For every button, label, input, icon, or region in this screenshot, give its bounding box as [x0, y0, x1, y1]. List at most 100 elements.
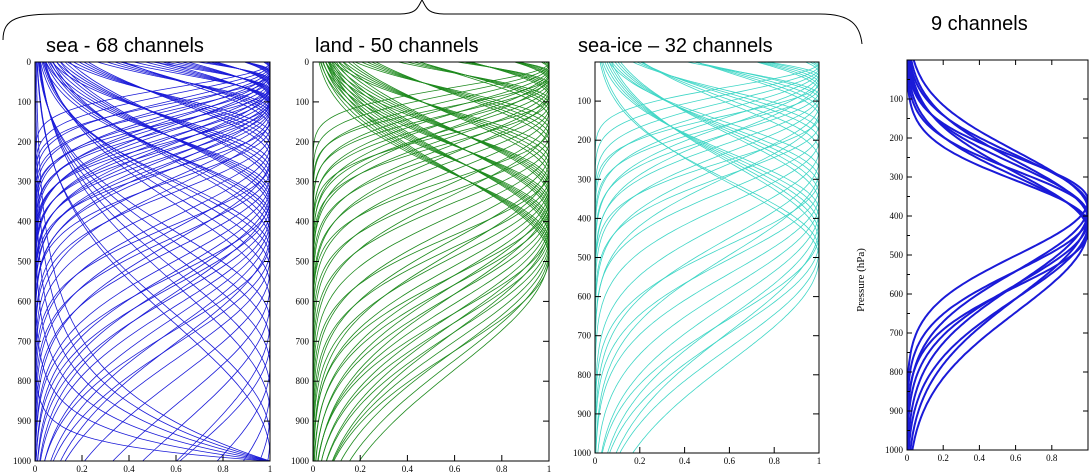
weighting-curve — [317, 62, 549, 461]
weighting-curve — [313, 62, 549, 461]
weighting-curve — [595, 62, 819, 453]
y-axis-title: Pressure (hPa) — [855, 248, 867, 312]
weighting-curve — [595, 62, 819, 453]
x-tick-label: 0 — [311, 464, 316, 474]
y-tick-label: 100 — [890, 94, 904, 104]
y-tick-label: 400 — [578, 213, 592, 223]
weighting-curve — [320, 62, 549, 461]
weighting-curve — [595, 62, 819, 453]
weighting-curve — [907, 60, 1088, 450]
weighting-curve — [313, 62, 549, 461]
weighting-curve — [313, 62, 549, 461]
weighting-curve — [595, 62, 819, 453]
weighting-curve — [313, 62, 549, 461]
weighting-curve — [47, 62, 270, 461]
y-tick-label: 300 — [578, 174, 592, 184]
weighting-curve — [35, 62, 270, 461]
y-tick-label: 200 — [578, 135, 592, 145]
weighting-curve — [313, 62, 549, 461]
y-tick-label: 700 — [18, 336, 32, 346]
weighting-curve — [35, 62, 270, 461]
weighting-curve — [313, 62, 549, 461]
x-tick-label: 0.6 — [170, 464, 182, 474]
weighting-curve — [35, 62, 270, 461]
y-tick-label: 100 — [578, 96, 592, 106]
y-tick-label: 600 — [296, 296, 310, 306]
panel-title-9-channels: 9 channels — [931, 13, 1028, 35]
weighting-curve — [35, 62, 270, 461]
y-tick-label: 0 — [27, 57, 32, 67]
weighting-curve — [35, 62, 270, 461]
weighting-curve — [313, 62, 549, 461]
weighting-curve — [35, 62, 270, 461]
weighting-curve — [907, 60, 1088, 450]
weighting-curve — [313, 62, 549, 461]
weighting-curve — [595, 62, 819, 453]
x-tick-label: 0.6 — [724, 456, 736, 466]
x-tick-label: 1 — [817, 456, 822, 466]
weighting-curve — [907, 60, 1088, 450]
x-tick-label: 0.6 — [449, 464, 461, 474]
weighting-curve — [597, 62, 819, 453]
weighting-curve — [313, 62, 549, 461]
y-tick-label: 600 — [578, 292, 592, 302]
weighting-curve — [595, 62, 819, 453]
y-tick-label: 1000 — [573, 448, 592, 458]
weighting-curve — [313, 62, 549, 461]
weighting-curve — [35, 62, 270, 461]
y-tick-label: 200 — [296, 137, 310, 147]
y-tick-label: 400 — [296, 217, 310, 227]
y-tick-label: 400 — [18, 217, 32, 227]
x-tick-label: 0.4 — [679, 456, 691, 466]
x-tick-label: 0.2 — [938, 453, 949, 463]
weighting-curve — [35, 62, 270, 461]
y-tick-label: 600 — [890, 289, 904, 299]
weighting-curve — [36, 62, 270, 461]
weighting-curve — [35, 62, 270, 461]
weighting-curve — [315, 62, 549, 461]
weighting-curve — [35, 62, 270, 461]
weighting-curve — [313, 62, 549, 461]
y-tick-label: 700 — [296, 336, 310, 346]
weighting-curve — [44, 62, 270, 461]
x-tick-label: 0.4 — [123, 464, 135, 474]
x-tick-label: 1 — [268, 464, 273, 474]
weighting-curve — [39, 62, 270, 461]
y-tick-label: 400 — [890, 211, 904, 221]
weighting-curve — [44, 62, 270, 461]
y-tick-label: 700 — [578, 331, 592, 341]
y-tick-label: 800 — [890, 367, 904, 377]
y-tick-label: 700 — [890, 328, 904, 338]
weighting-curve — [35, 62, 270, 461]
weighting-curve — [35, 62, 270, 461]
weighting-curve — [907, 60, 1088, 450]
weighting-curve — [44, 62, 270, 461]
weighting-curve — [595, 62, 819, 453]
weighting-curve — [317, 62, 549, 461]
weighting-curve — [50, 62, 270, 461]
x-tick-label: 0.2 — [355, 464, 366, 474]
weighting-curve — [313, 62, 549, 461]
y-tick-label: 300 — [890, 172, 904, 182]
weighting-curve — [322, 62, 549, 461]
weighting-curve — [314, 62, 549, 461]
weighting-curve — [35, 62, 270, 461]
panel-title-sea: sea - 68 channels — [46, 35, 204, 57]
weighting-curve — [595, 62, 819, 453]
y-tick-label: 900 — [18, 416, 32, 426]
x-tick-label: 0 — [593, 456, 598, 466]
y-tick-label: 900 — [578, 409, 592, 419]
weighting-curve — [595, 62, 819, 453]
y-tick-label: 500 — [296, 257, 310, 267]
weighting-curve — [44, 62, 270, 461]
y-tick-label: 1000 — [13, 456, 32, 466]
weighting-curve — [313, 62, 549, 461]
y-tick-label: 300 — [296, 177, 310, 187]
x-tick-label: 0.8 — [769, 456, 781, 466]
weighting-curve — [35, 62, 270, 461]
weighting-curve — [313, 62, 549, 461]
x-tick-label: 0.2 — [634, 456, 645, 466]
